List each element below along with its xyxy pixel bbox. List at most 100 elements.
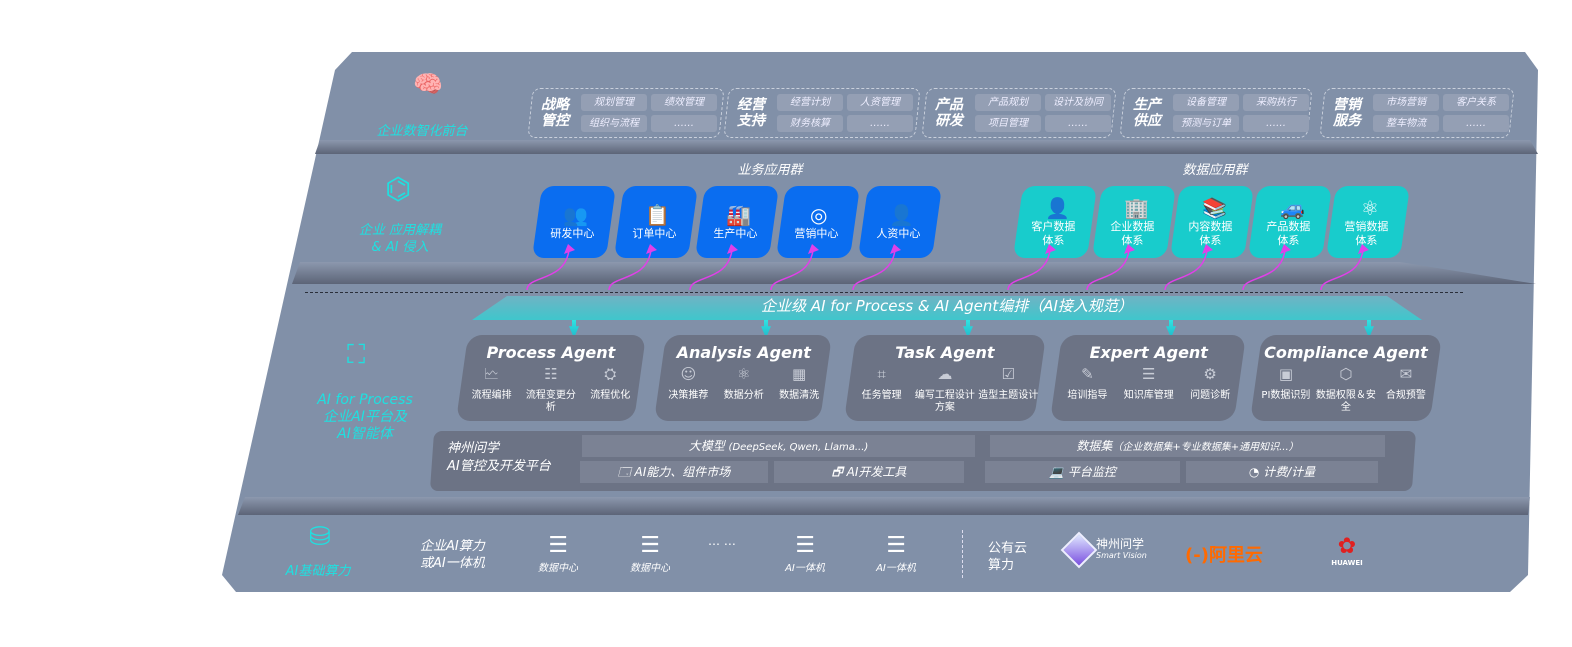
ai-label-line3: AI智能体 bbox=[337, 426, 393, 442]
monitor-icon: 💻 bbox=[1049, 465, 1068, 479]
capability-icon: ⛭ bbox=[604, 365, 617, 383]
model-title: 大模型 bbox=[688, 439, 725, 453]
down-arrow-icon bbox=[1364, 320, 1374, 338]
server-icon: ☰ bbox=[886, 533, 906, 558]
agent-capability[interactable]: ✉ 合规预警 bbox=[1376, 365, 1436, 414]
platform-name-line1: 神州问学 bbox=[447, 441, 500, 456]
apps-label-line1: 企业 应用解耦 bbox=[358, 223, 442, 238]
arrowhead bbox=[646, 244, 657, 254]
agent-capability[interactable]: ✎ 培训指导 bbox=[1057, 365, 1117, 402]
huawei-logo: ✿ HUAWEI bbox=[1325, 535, 1369, 568]
tool-ai-dev[interactable]: 🗗 AI开发工具 bbox=[774, 461, 964, 483]
agent-title: Compliance Agent bbox=[1264, 343, 1428, 362]
agent-capability[interactable]: ☷ 流程变更分析 bbox=[521, 365, 580, 414]
agent-capability[interactable]: ☰ 知识库管理 bbox=[1119, 365, 1179, 402]
arrowhead bbox=[890, 244, 901, 254]
agent-card[interactable]: Task Agent ⌗ 任务管理 ☁ 编写工程设计方案 ☑ 造型主题设计 bbox=[843, 335, 1047, 421]
capability-label: 任务管理 bbox=[861, 390, 902, 401]
agent-title: Analysis Agent bbox=[676, 343, 811, 362]
agent-capability[interactable]: ▦ 数据清洗 bbox=[771, 365, 826, 402]
tool-ai-market[interactable]: 🗔 AI能力、组件市场 bbox=[580, 461, 768, 483]
tool-label: 平台监控 bbox=[1067, 465, 1116, 479]
capability-label: 造型主题设计 bbox=[978, 390, 1039, 401]
capability-icon: ⚙ bbox=[1203, 365, 1217, 383]
ai-label-line2: 企业AI平台及 bbox=[323, 409, 407, 425]
platform-name-line2: AI管控及开发平台 bbox=[447, 459, 551, 474]
agent-capability[interactable]: ⚛ 数据分析 bbox=[716, 365, 771, 402]
agent-capability[interactable]: ☺ 决策推荐 bbox=[661, 365, 716, 402]
connector-arrow bbox=[1164, 249, 1208, 291]
brain-icon: 🧠 bbox=[413, 70, 443, 98]
dashed-divider bbox=[305, 292, 1463, 293]
database-icon: ⛁ bbox=[309, 522, 331, 552]
shenzhou-logo: 神州问学 Smart Vision bbox=[1060, 531, 1147, 569]
code-icon: 🗗 bbox=[831, 465, 847, 479]
agent-capability[interactable]: ⬡ 数据权限＆安全 bbox=[1316, 365, 1376, 414]
face-scan-icon: ⛶ bbox=[347, 340, 366, 370]
platform-name: 神州问学 AI管控及开发平台 bbox=[447, 440, 551, 476]
agent-title: Process Agent bbox=[486, 343, 616, 362]
agent-capability[interactable]: ☑ 造型主题设计 bbox=[978, 365, 1039, 414]
server-datacenter-2: ☰ 数据中心 bbox=[620, 533, 680, 574]
infra-divider bbox=[962, 530, 963, 578]
down-arrow-icon bbox=[569, 320, 579, 338]
front-layer-label: 企业数智化前台 bbox=[376, 124, 468, 139]
capability-icon: ✉ bbox=[1399, 365, 1413, 383]
agent-capability[interactable]: ⚙ 问题诊断 bbox=[1180, 365, 1240, 402]
agent-card[interactable]: Compliance Agent ▣ PI数据识别 ⬡ 数据权限＆安全 ✉ 合规预警 bbox=[1249, 335, 1443, 421]
agent-card[interactable]: Process Agent 🗠 流程编排 ☷ 流程变更分析 ⛭ 流程优化 bbox=[455, 335, 647, 421]
layer-divider bbox=[238, 497, 1530, 515]
huawei-name: HUAWEI bbox=[1331, 559, 1363, 567]
ai-label-line1: AI for Process bbox=[317, 392, 413, 408]
capability-icon: ☑ bbox=[1001, 365, 1015, 383]
capability-icon: ☁ bbox=[937, 365, 953, 383]
capability-icon: ▦ bbox=[791, 365, 807, 383]
capability-label: 流程变更分析 bbox=[525, 390, 576, 413]
tool-label: AI开发工具 bbox=[846, 465, 907, 479]
server-label: AI一体机 bbox=[785, 563, 825, 574]
agent-capability[interactable]: ⌗ 任务管理 bbox=[852, 365, 912, 414]
agent-title: Task Agent bbox=[895, 343, 995, 362]
private-compute-label: 企业AI算力 或AI一体机 bbox=[420, 538, 485, 572]
agent-card[interactable]: Expert Agent ✎ 培训指导 ☰ 知识库管理 ⚙ 问题诊断 bbox=[1049, 335, 1247, 421]
server-icon: ☰ bbox=[640, 533, 660, 558]
arrowhead bbox=[564, 244, 575, 254]
capability-icon: 🗠 bbox=[484, 365, 500, 383]
capability-label: 问题诊断 bbox=[1190, 390, 1231, 401]
arrowhead bbox=[727, 244, 738, 254]
server-label: AI一体机 bbox=[876, 563, 916, 574]
dataset-bar: 数据集（企业数据集+专业数据集+通用知识...） bbox=[990, 435, 1385, 457]
capability-label: 流程优化 bbox=[590, 390, 631, 401]
model-sub: (DeepSeek, Qwen, Llama...) bbox=[728, 442, 869, 453]
private-line2: 或AI一体机 bbox=[420, 556, 485, 571]
agent-title: Expert Agent bbox=[1089, 343, 1208, 362]
server-datacenter-1: ☰ 数据中心 bbox=[528, 533, 588, 574]
down-arrow-icon bbox=[963, 320, 973, 338]
agent-card[interactable]: Analysis Agent ☺ 决策推荐 ⚛ 数据分析 ▦ 数据清洗 bbox=[653, 335, 833, 421]
capability-label: 培训指导 bbox=[1067, 390, 1108, 401]
connector-arrow bbox=[608, 249, 652, 291]
capability-label: 合规预警 bbox=[1385, 390, 1426, 401]
aliyun-name: 阿里云 bbox=[1208, 545, 1263, 566]
agent-capability[interactable]: ▣ PI数据识别 bbox=[1256, 365, 1316, 414]
capability-icon: ⚛ bbox=[737, 365, 751, 383]
arrowhead bbox=[1280, 244, 1291, 254]
business-apps-title: 业务应用群 bbox=[737, 163, 803, 178]
capability-label: 知识库管理 bbox=[1123, 390, 1174, 401]
arrowhead bbox=[1358, 244, 1369, 254]
servers-ellipsis: … … bbox=[708, 534, 736, 548]
capability-label: 流程编排 bbox=[471, 390, 512, 401]
capability-icon: ✎ bbox=[1081, 365, 1094, 383]
agent-capability[interactable]: ⛭ 流程优化 bbox=[581, 365, 640, 414]
tool-billing[interactable]: ◔ 计费/计量 bbox=[1186, 461, 1378, 483]
arrowhead bbox=[1202, 244, 1213, 254]
agent-capability[interactable]: ☁ 编写工程设计方案 bbox=[914, 365, 975, 414]
down-arrow-icon bbox=[761, 320, 771, 338]
tool-monitor[interactable]: 💻 平台监控 bbox=[985, 461, 1180, 483]
data-apps-title: 数据应用群 bbox=[1182, 163, 1248, 178]
connector-arrow bbox=[1242, 249, 1286, 291]
capability-icon: ⌗ bbox=[877, 365, 886, 383]
connector-arrow bbox=[689, 249, 733, 291]
agent-capability[interactable]: 🗠 流程编排 bbox=[462, 365, 521, 414]
capability-label: 编写工程设计方案 bbox=[914, 390, 975, 413]
